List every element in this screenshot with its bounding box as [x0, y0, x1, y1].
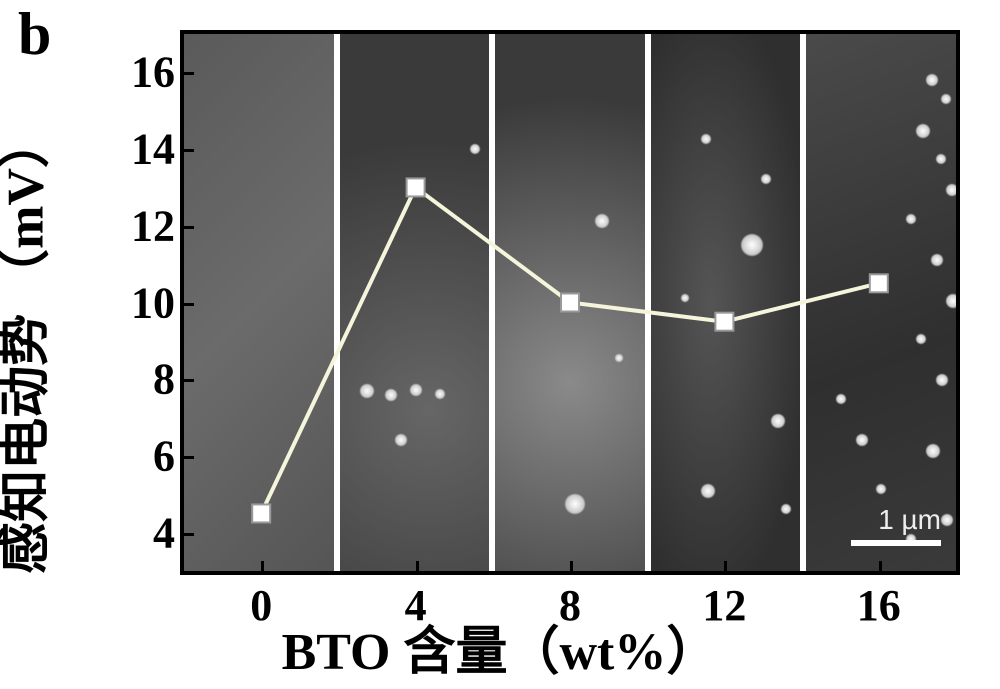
x-axis-label: BTO 含量（wt%） — [282, 609, 719, 684]
x-tick: 0 — [250, 580, 272, 631]
scale-bar-text: 1 µm — [878, 504, 941, 536]
panel-label: b — [18, 0, 51, 69]
y-tick: 4 — [153, 507, 175, 558]
y-tick: 16 — [131, 47, 175, 98]
bg-panel — [495, 34, 651, 571]
bg-panel — [651, 34, 807, 571]
y-tick: 14 — [131, 124, 175, 175]
bg-panel — [184, 34, 340, 571]
background-panels — [184, 34, 956, 571]
figure-root: b 感知电动势 （mV） 1 µm 46810121416 0481216 BT… — [0, 0, 1000, 689]
bg-panel — [806, 34, 956, 571]
y-tick: 6 — [153, 430, 175, 481]
y-axis-label: 感知电动势 （mV） — [0, 116, 58, 574]
y-tick: 12 — [131, 200, 175, 251]
bg-panel — [340, 34, 496, 571]
scale-bar — [851, 540, 941, 546]
plot-area: 1 µm — [180, 30, 960, 575]
y-tick: 8 — [153, 354, 175, 405]
x-tick: 16 — [857, 580, 901, 631]
y-tick: 10 — [131, 277, 175, 328]
